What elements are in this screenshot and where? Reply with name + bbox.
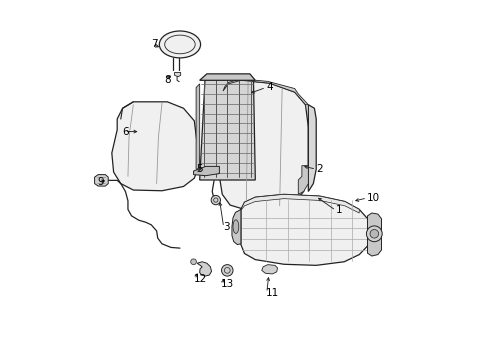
Text: 13: 13 [221, 279, 234, 289]
Polygon shape [193, 166, 219, 176]
Polygon shape [174, 72, 180, 77]
Text: 5: 5 [196, 164, 203, 174]
Text: 6: 6 [122, 127, 129, 136]
Circle shape [369, 229, 378, 238]
Text: 9: 9 [97, 177, 104, 187]
Text: 2: 2 [316, 164, 322, 174]
Circle shape [366, 226, 382, 242]
Text: 1: 1 [335, 206, 342, 216]
Text: 11: 11 [265, 288, 279, 298]
Ellipse shape [159, 31, 200, 58]
Polygon shape [197, 262, 211, 276]
Circle shape [190, 259, 196, 265]
Polygon shape [241, 194, 368, 265]
Polygon shape [196, 84, 199, 169]
Text: 3: 3 [223, 222, 229, 231]
Polygon shape [231, 210, 241, 244]
Polygon shape [241, 194, 359, 213]
Polygon shape [261, 265, 277, 274]
Polygon shape [94, 175, 108, 186]
Polygon shape [298, 166, 308, 194]
Text: 8: 8 [163, 75, 170, 85]
Polygon shape [367, 213, 381, 256]
Ellipse shape [233, 220, 238, 233]
Polygon shape [308, 105, 316, 192]
Text: 4: 4 [265, 82, 272, 92]
Polygon shape [199, 78, 255, 180]
Circle shape [211, 195, 220, 205]
Polygon shape [219, 80, 308, 211]
Text: 12: 12 [194, 274, 207, 284]
Polygon shape [223, 79, 308, 105]
Circle shape [221, 265, 233, 276]
Polygon shape [199, 74, 255, 80]
Text: 7: 7 [151, 39, 158, 49]
Text: 10: 10 [366, 193, 379, 203]
Polygon shape [112, 102, 199, 191]
